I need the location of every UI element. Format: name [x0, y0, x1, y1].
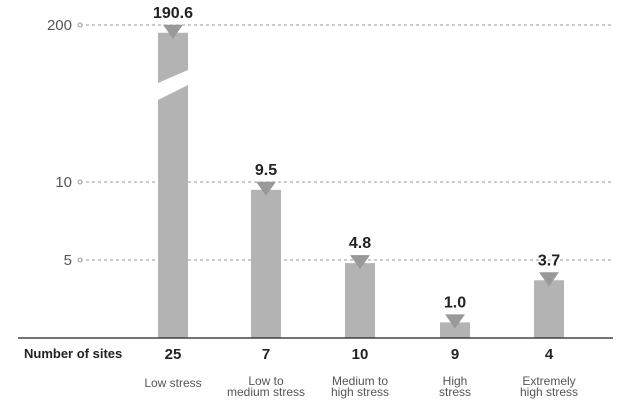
site-count: 9 [451, 346, 459, 363]
bar [534, 280, 564, 338]
y-axis-ticks: 200 10 5 [47, 17, 83, 269]
category-label: high stress [331, 385, 389, 399]
bar-upper-segment [158, 32, 188, 83]
bar [440, 322, 470, 338]
site-count-title: Number of sites [24, 346, 122, 361]
value-marker [539, 272, 559, 287]
y-tick-label: 200 [47, 17, 72, 34]
category-label: Low to [248, 374, 284, 388]
bar [158, 85, 188, 338]
category-label: stress [439, 385, 471, 399]
y-tick-label: 10 [55, 174, 72, 191]
value-marker [163, 24, 183, 39]
data-label: 3.7 [538, 252, 560, 269]
site-count: 25 [165, 346, 182, 363]
site-count: 7 [262, 346, 270, 363]
tick-dot [77, 22, 83, 28]
tick-dot [77, 179, 83, 185]
data-label: 4.8 [349, 235, 371, 252]
data-label: 1.0 [444, 294, 466, 311]
category-label: Extremely [522, 374, 575, 388]
category-label: Low stress [144, 376, 201, 390]
value-labels: 190.6 9.5 4.8 1.0 3.7 [153, 5, 560, 312]
bars [158, 24, 564, 338]
site-count: 4 [545, 346, 554, 363]
category-label: high stress [520, 385, 578, 399]
value-marker [445, 314, 465, 329]
value-marker [350, 255, 370, 270]
site-counts: 25 7 10 9 4 [165, 346, 554, 363]
value-marker [256, 181, 276, 196]
data-label: 190.6 [153, 5, 193, 22]
gridlines [80, 24, 613, 261]
y-tick-label: 5 [64, 252, 72, 269]
site-count: 10 [352, 346, 369, 363]
bar [345, 263, 375, 338]
category-label: medium stress [227, 385, 305, 399]
category-label: High [443, 374, 468, 388]
tick-dot [77, 257, 83, 263]
category-label: Medium to [332, 374, 388, 388]
data-label: 9.5 [255, 162, 277, 179]
bar [251, 189, 281, 338]
